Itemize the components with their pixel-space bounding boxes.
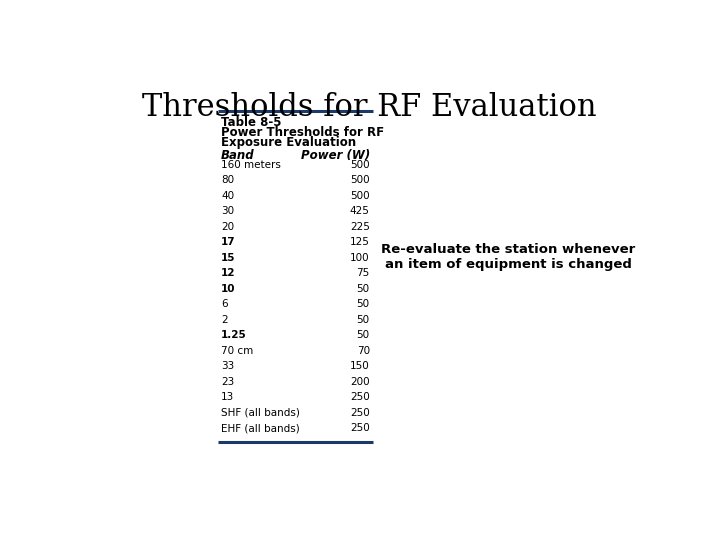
Text: Power (W): Power (W) <box>300 148 370 162</box>
Text: 200: 200 <box>350 377 370 387</box>
Text: 50: 50 <box>356 284 370 294</box>
Text: Re-evaluate the station whenever
an item of equipment is changed: Re-evaluate the station whenever an item… <box>382 244 636 271</box>
Text: Thresholds for RF Evaluation: Thresholds for RF Evaluation <box>142 92 596 123</box>
Text: 20: 20 <box>221 221 234 232</box>
Text: 75: 75 <box>356 268 370 278</box>
Text: 13: 13 <box>221 393 234 402</box>
Text: Exposure Evaluation: Exposure Evaluation <box>221 137 356 150</box>
Text: 15: 15 <box>221 253 235 262</box>
Text: 23: 23 <box>221 377 234 387</box>
Text: 10: 10 <box>221 284 235 294</box>
Text: 12: 12 <box>221 268 235 278</box>
Text: 17: 17 <box>221 237 235 247</box>
Text: 125: 125 <box>350 237 370 247</box>
Text: 33: 33 <box>221 361 234 372</box>
Text: 250: 250 <box>350 408 370 418</box>
Text: 100: 100 <box>350 253 370 262</box>
Text: 150: 150 <box>350 361 370 372</box>
Text: 225: 225 <box>350 221 370 232</box>
Text: 6: 6 <box>221 299 228 309</box>
Text: 2: 2 <box>221 315 228 325</box>
Text: Band: Band <box>221 148 255 162</box>
Text: Table 8-5: Table 8-5 <box>221 116 282 129</box>
Text: 50: 50 <box>356 330 370 340</box>
Text: EHF (all bands): EHF (all bands) <box>221 423 300 434</box>
Text: 160 meters: 160 meters <box>221 159 281 170</box>
Text: 50: 50 <box>356 315 370 325</box>
Text: 1.25: 1.25 <box>221 330 247 340</box>
Text: 250: 250 <box>350 423 370 434</box>
Text: Power Thresholds for RF: Power Thresholds for RF <box>221 126 384 139</box>
Text: 80: 80 <box>221 175 234 185</box>
Text: SHF (all bands): SHF (all bands) <box>221 408 300 418</box>
Text: 50: 50 <box>356 299 370 309</box>
Text: 70: 70 <box>356 346 370 356</box>
Text: 40: 40 <box>221 191 234 200</box>
Text: 70 cm: 70 cm <box>221 346 253 356</box>
Text: 425: 425 <box>350 206 370 216</box>
Text: 500: 500 <box>350 191 370 200</box>
Text: 500: 500 <box>350 175 370 185</box>
Text: 500: 500 <box>350 159 370 170</box>
Text: 30: 30 <box>221 206 234 216</box>
Text: 250: 250 <box>350 393 370 402</box>
